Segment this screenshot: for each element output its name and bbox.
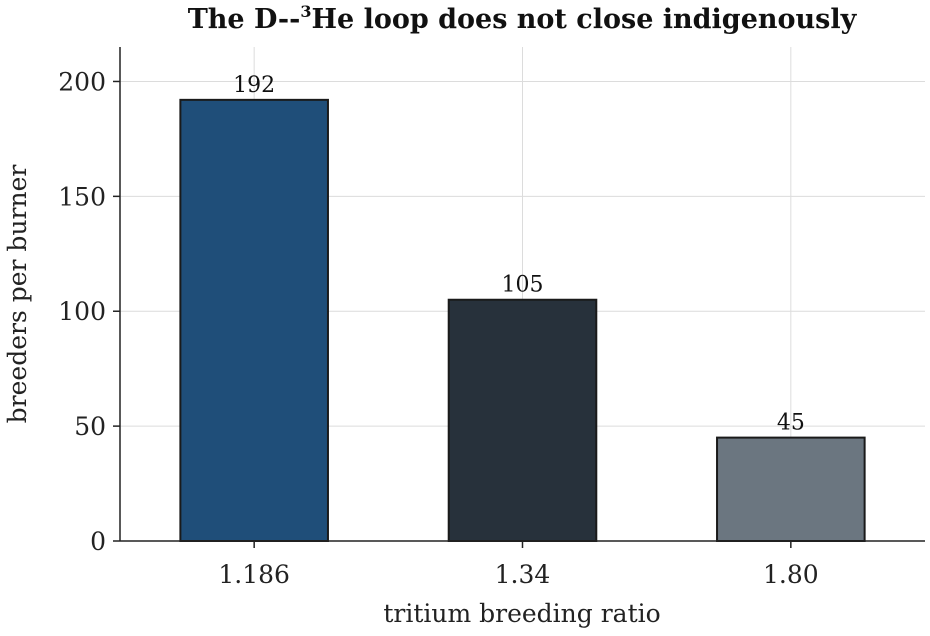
y-tick-label: 0 bbox=[90, 527, 106, 556]
bar-1.80 bbox=[716, 436, 866, 542]
chart-title-suffix: He loop does not close indigenously bbox=[311, 4, 857, 35]
x-axis-label: tritium breeding ratio bbox=[383, 599, 660, 628]
chart-title: The D--3He loop does not close indigenou… bbox=[188, 2, 858, 35]
data-labels: 192 105 45 bbox=[233, 73, 805, 436]
x-tick-label: 1.80 bbox=[763, 560, 819, 589]
axes: 0 50 100 150 200 1.186 1.34 1.80 bbox=[58, 47, 925, 589]
bar-1.34 bbox=[447, 298, 598, 542]
y-tick-label: 150 bbox=[58, 182, 106, 211]
data-label: 105 bbox=[502, 273, 544, 298]
y-tick-label: 200 bbox=[58, 67, 106, 96]
chart-title-superscript: 3 bbox=[300, 2, 311, 21]
data-label: 45 bbox=[777, 411, 805, 436]
chart-title-prefix: The D-- bbox=[188, 4, 301, 35]
x-tick-label: 1.34 bbox=[495, 560, 551, 589]
x-tick-label: 1.186 bbox=[218, 560, 290, 589]
y-tick-label: 100 bbox=[58, 297, 106, 326]
y-tick-label: 50 bbox=[74, 412, 106, 441]
data-label: 192 bbox=[233, 73, 275, 98]
bar-1.186 bbox=[179, 98, 329, 543]
y-axis-label: breeders per burner bbox=[3, 165, 32, 424]
